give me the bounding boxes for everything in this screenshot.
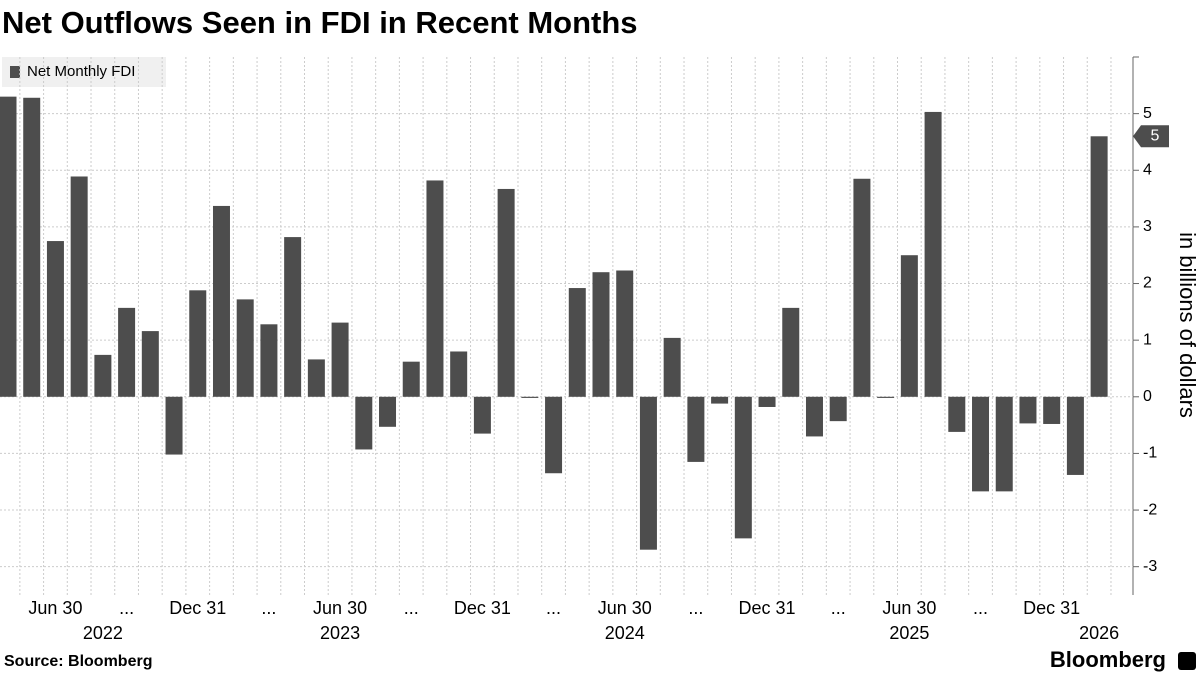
bar	[497, 188, 515, 397]
bar	[1019, 396, 1037, 424]
x-tick-label: Dec 31	[739, 598, 796, 618]
bar	[0, 96, 17, 397]
x-tick-label: Dec 31	[1023, 598, 1080, 618]
x-tick-label: ...	[119, 598, 134, 618]
bar	[616, 270, 634, 397]
bar	[379, 396, 397, 427]
bar	[94, 354, 112, 397]
x-group-label: 2024	[605, 623, 645, 643]
value-label: 5	[1151, 128, 1160, 145]
value-tag	[1133, 125, 1169, 148]
bar	[924, 111, 942, 397]
y-tick-label: -3	[1143, 558, 1157, 575]
legend-swatch	[10, 66, 20, 78]
bar	[782, 307, 800, 397]
bar	[141, 331, 159, 397]
chart-title: Net Outflows Seen in FDI in Recent Month…	[2, 5, 638, 40]
bar	[1090, 136, 1108, 397]
y-tick-label: 3	[1143, 218, 1152, 235]
bar	[307, 359, 325, 397]
bar	[592, 272, 610, 397]
y-tick-label: 5	[1143, 105, 1152, 122]
bar	[829, 396, 847, 422]
bar	[734, 396, 752, 539]
x-group-label: 2025	[889, 623, 929, 643]
bar	[260, 324, 278, 397]
bar	[663, 337, 681, 397]
bar	[402, 361, 420, 397]
bar	[948, 396, 966, 432]
bar	[877, 396, 895, 398]
y-tick-label: 4	[1143, 161, 1152, 178]
x-tick-label: Jun 30	[28, 598, 82, 618]
bar	[331, 322, 349, 397]
x-tick-label: ...	[973, 598, 988, 618]
bar	[355, 396, 373, 450]
bar	[900, 255, 918, 397]
y-tick-label: 2	[1143, 275, 1152, 292]
brand-icon	[1178, 652, 1196, 670]
bar	[639, 396, 657, 550]
y-tick-label: -1	[1143, 445, 1157, 462]
bar	[70, 176, 88, 397]
x-tick-label: ...	[831, 598, 846, 618]
bar	[853, 178, 871, 397]
y-tick-label: 0	[1143, 388, 1152, 405]
bar	[711, 396, 729, 404]
bar	[521, 396, 539, 398]
bar	[758, 396, 776, 407]
bar	[805, 396, 823, 437]
bar	[1043, 396, 1061, 424]
x-tick-label: ...	[404, 598, 419, 618]
bar	[545, 396, 563, 474]
bar	[212, 205, 230, 397]
bar	[568, 288, 586, 397]
bar	[473, 396, 491, 434]
x-tick-label: Dec 31	[454, 598, 511, 618]
bar	[189, 290, 207, 397]
bar	[236, 299, 254, 397]
bar	[995, 396, 1013, 492]
x-group-label: 2022	[83, 623, 123, 643]
y-tick-label: -2	[1143, 501, 1157, 518]
bar	[450, 351, 468, 397]
x-tick-label: ...	[546, 598, 561, 618]
bar	[165, 396, 183, 455]
bar	[23, 97, 41, 397]
bar	[118, 307, 136, 397]
x-group-label: 2026	[1079, 623, 1119, 643]
bar	[426, 180, 444, 397]
x-tick-label: Jun 30	[882, 598, 936, 618]
bar	[46, 241, 64, 397]
x-tick-label: Jun 30	[313, 598, 367, 618]
x-tick-label: ...	[688, 598, 703, 618]
x-group-label: 2023	[320, 623, 360, 643]
legend-label: Net Monthly FDI	[27, 63, 135, 80]
bar	[687, 396, 705, 462]
x-tick-label: ...	[261, 598, 276, 618]
x-tick-label: Jun 30	[598, 598, 652, 618]
x-tick-label: Dec 31	[169, 598, 226, 618]
brand: Bloomberg	[1050, 647, 1166, 672]
bar	[1066, 396, 1084, 475]
bar	[972, 396, 990, 492]
source: Source: Bloomberg	[4, 653, 152, 670]
y-axis-label: in billions of dollars	[1175, 232, 1200, 418]
y-tick-label: 1	[1143, 331, 1152, 348]
bar	[284, 237, 302, 397]
